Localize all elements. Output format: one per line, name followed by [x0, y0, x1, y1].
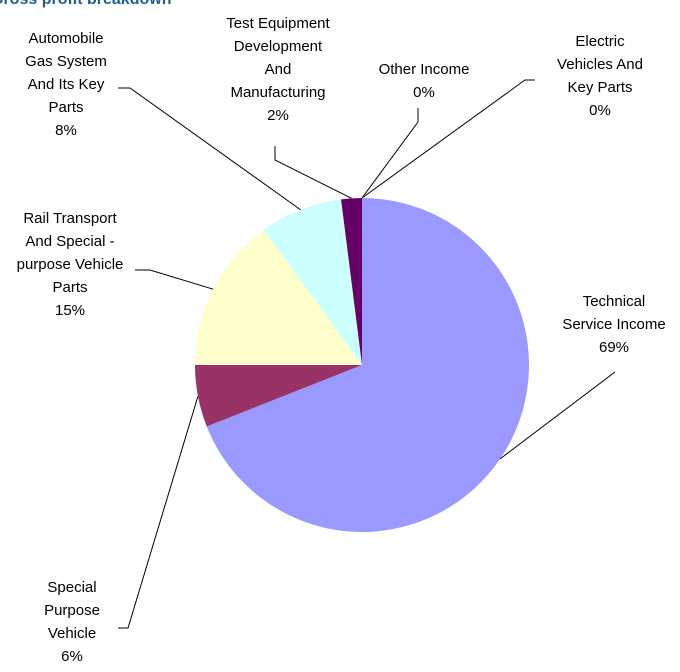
pie-slice [195, 365, 362, 427]
chart-title: Gross profit breakdown [0, 0, 171, 9]
data-label: Special Purpose Vehicle 6% [32, 576, 112, 668]
value-label: 15% [54, 302, 86, 319]
leader-line [118, 87, 301, 211]
data-label: Technical Service Income 69% [558, 290, 670, 359]
leader-line [274, 146, 352, 199]
category-label: Automobile Gas System And Its Key Parts [25, 30, 107, 116]
category-label: Technical Service Income [562, 293, 666, 333]
value-label: 6% [61, 648, 83, 665]
leader-line [361, 79, 535, 199]
value-label: 8% [55, 122, 77, 139]
pie-slice [206, 198, 529, 532]
data-label: Other Income 0% [364, 58, 484, 104]
leader-line [135, 269, 214, 290]
category-label: Test Equipment Development And Manufactu… [226, 15, 330, 101]
data-label: Rail Transport And Special - purpose Veh… [16, 207, 124, 322]
value-label: 2% [267, 107, 289, 124]
category-label: Special Purpose Vehicle [44, 579, 100, 642]
data-label: Electric Vehicles And Key Parts 0% [550, 30, 650, 122]
leader-line [361, 108, 419, 199]
value-label: 0% [413, 84, 435, 101]
data-label: Automobile Gas System And Its Key Parts 8… [18, 27, 114, 142]
category-label: Electric Vehicles And Key Parts [557, 33, 643, 96]
value-label: 0% [589, 102, 611, 119]
pie-slice [341, 198, 362, 365]
leader-line [499, 371, 616, 460]
data-label: Test Equipment Development And Manufactu… [221, 12, 335, 127]
category-label: Rail Transport And Special - purpose Veh… [16, 210, 124, 296]
value-label: 69% [598, 339, 630, 356]
leader-line [118, 396, 199, 629]
pie-slice [195, 229, 362, 365]
category-label: Other Income [378, 61, 470, 78]
pie-slice [263, 199, 362, 365]
